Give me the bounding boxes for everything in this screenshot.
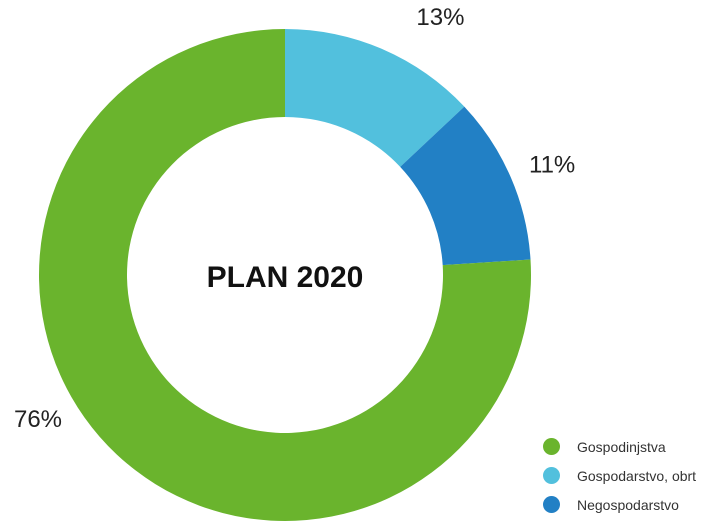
value-labels: 13% 11% 76% <box>14 4 575 433</box>
chart-legend: Gospodinjstva Gospodarstvo, obrt Negospo… <box>543 432 713 519</box>
legend-item-gospodarstvo-obrt: Gospodarstvo, obrt <box>543 461 713 490</box>
legend-label: Gospodinjstva <box>577 438 666 455</box>
legend-label: Negospodarstvo <box>577 496 679 513</box>
legend-swatch-gospodarstvo-obrt <box>543 467 560 484</box>
chart-title: PLAN 2020 <box>207 261 364 294</box>
value-label: 13% <box>416 4 464 31</box>
donut-slice-gospodarstvo-obrt <box>285 29 465 167</box>
legend-item-negospodarstvo: Negospodarstvo <box>543 490 713 519</box>
donut-slice-negospodarstvo <box>400 106 531 266</box>
value-label: 76% <box>14 406 62 433</box>
donut-slices <box>39 29 531 521</box>
value-label: 11% <box>529 152 575 179</box>
legend-label: Gospodarstvo, obrt <box>577 467 697 484</box>
legend-swatch-gospodinjstva <box>543 438 560 455</box>
donut-slice-gospodinjstva <box>39 29 531 521</box>
legend-item-gospodinjstva: Gospodinjstva <box>543 432 713 461</box>
legend-swatch-negospodarstvo <box>543 496 560 513</box>
